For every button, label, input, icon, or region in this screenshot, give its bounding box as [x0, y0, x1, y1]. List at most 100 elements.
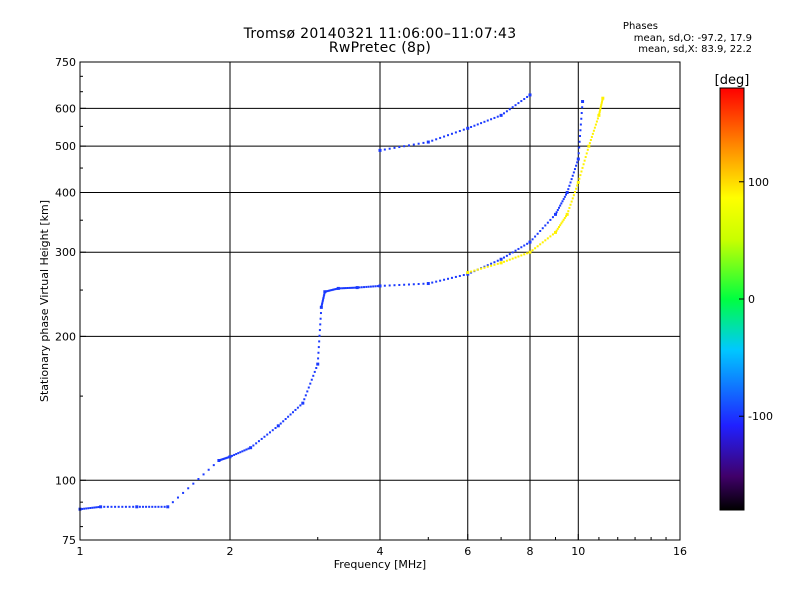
o-trace-segment — [431, 281, 434, 284]
x-trace-point — [576, 180, 580, 184]
o-trace-segment — [348, 286, 351, 289]
upper-trace-segment — [422, 141, 425, 144]
upper-trace-segment — [520, 100, 523, 103]
colorbar-unit-label: [deg] — [715, 73, 750, 88]
o-trace-segment — [187, 487, 190, 490]
o-trace-segment — [315, 367, 318, 370]
o-trace-segment — [307, 386, 310, 389]
o-trace-segment — [160, 505, 163, 508]
o-trace-segment — [567, 188, 570, 191]
o-trace-segment — [551, 216, 554, 219]
o-trace-segment — [365, 285, 368, 288]
x-trace-segment — [591, 132, 594, 135]
o-trace-segment — [573, 168, 576, 171]
o-trace-point — [166, 505, 170, 509]
upper-trace-segment — [523, 98, 526, 101]
o-trace-segment — [320, 304, 323, 307]
x-trace-segment — [541, 241, 544, 244]
o-trace-segment — [496, 259, 499, 262]
x-trace-segment — [486, 265, 489, 268]
x-trace-segment — [585, 152, 588, 155]
x-trace-point — [553, 230, 557, 234]
o-trace-point — [466, 272, 470, 276]
x-trace-segment — [599, 109, 602, 112]
o-trace-segment — [319, 312, 322, 315]
o-trace-segment — [317, 357, 320, 360]
x-trace-segment — [578, 177, 581, 180]
o-trace-segment — [292, 411, 295, 414]
x-trace-segment — [599, 107, 602, 110]
o-trace-point — [355, 286, 359, 290]
x-trace-segment — [582, 163, 585, 166]
o-trace-segment — [557, 206, 560, 209]
o-trace-segment — [439, 279, 442, 282]
o-trace-segment — [523, 244, 526, 247]
x-trace-segment — [502, 260, 505, 263]
x-tick-label: 6 — [464, 545, 471, 558]
o-trace-segment — [569, 181, 572, 184]
o-trace-segment — [271, 429, 274, 432]
x-trace-segment — [514, 256, 517, 259]
x-trace-segment — [573, 190, 576, 193]
o-trace-segment — [341, 287, 344, 290]
y-tick-label: 500 — [55, 140, 76, 153]
o-trace-segment — [412, 283, 415, 286]
x-trace-segment — [473, 269, 476, 272]
o-trace-segment — [526, 242, 529, 245]
x-trace-segment — [584, 156, 587, 159]
o-trace-segment — [450, 276, 453, 279]
x-trace-segment — [601, 98, 604, 101]
o-trace-segment — [255, 442, 258, 445]
o-trace-segment — [325, 290, 328, 293]
o-trace-segment — [226, 456, 229, 459]
upper-trace-segment — [458, 130, 461, 133]
x-trace-segment — [508, 258, 511, 261]
o-trace-segment — [578, 146, 581, 149]
o-trace-segment — [294, 408, 297, 411]
upper-trace-segment — [486, 119, 489, 122]
colorbar-tick-label: 0 — [748, 293, 755, 306]
o-trace-segment — [128, 505, 131, 508]
x-trace-point — [565, 212, 569, 216]
o-trace-segment — [110, 505, 113, 508]
o-trace-segment — [222, 457, 225, 460]
o-trace-segment — [422, 282, 425, 285]
x-trace-segment — [505, 259, 508, 262]
x-trace-segment — [511, 257, 514, 260]
x-trace-segment — [544, 239, 547, 242]
o-trace-segment — [89, 507, 92, 510]
o-trace-segment — [447, 277, 450, 280]
o-trace-segment — [224, 457, 227, 460]
o-trace-segment — [352, 286, 355, 289]
o-trace-segment — [350, 286, 353, 289]
upper-trace-point — [528, 93, 532, 97]
o-trace-segment — [192, 482, 195, 485]
o-trace-segment — [376, 285, 379, 288]
o-trace-segment — [241, 450, 244, 453]
o-trace-segment — [274, 427, 277, 430]
x-trace-segment — [556, 227, 559, 230]
o-trace-segment — [363, 286, 366, 289]
o-trace-segment — [220, 458, 223, 461]
o-trace-segment — [579, 123, 582, 126]
phases-o-stats: mean, sd,O: -97.2, 17.9 — [633, 33, 752, 44]
o-trace-segment — [310, 378, 313, 381]
o-trace-segment — [321, 300, 324, 303]
o-trace-segment — [114, 505, 117, 508]
o-trace-segment — [563, 195, 566, 198]
o-trace-segment — [252, 444, 255, 447]
x-trace-segment — [601, 100, 604, 103]
x-trace-segment — [534, 247, 537, 250]
x-tick-label: 2 — [227, 545, 234, 558]
phases-heading: Phases — [622, 21, 658, 32]
o-trace-segment — [549, 218, 552, 221]
o-trace-segment — [154, 505, 157, 508]
o-trace-segment — [483, 265, 486, 268]
upper-trace-segment — [493, 116, 496, 119]
x-trace-segment — [580, 170, 583, 173]
o-trace-segment — [541, 227, 544, 230]
o-trace-segment — [462, 274, 465, 277]
o-trace-segment — [372, 285, 375, 288]
o-trace-segment — [555, 211, 558, 214]
o-trace-segment — [318, 334, 321, 337]
